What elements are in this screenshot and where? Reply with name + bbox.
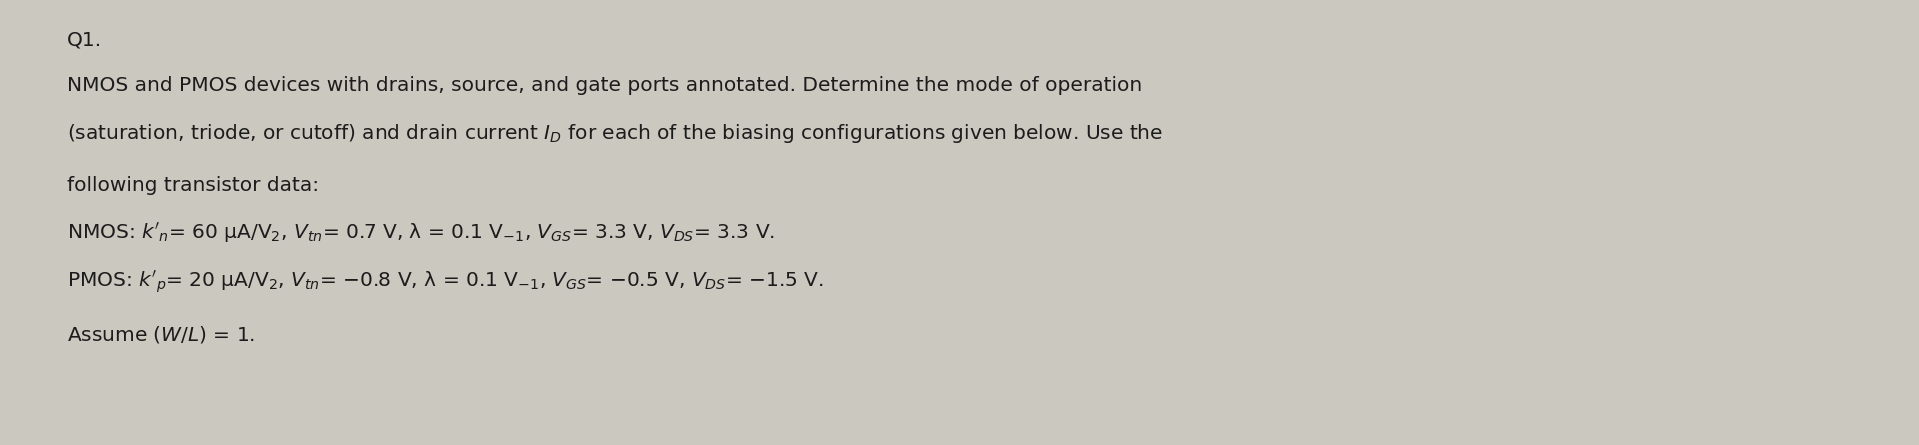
Text: (saturation, triode, or cutoff) and drain current $I_D$ for each of the biasing : (saturation, triode, or cutoff) and drai… bbox=[67, 122, 1163, 145]
Text: following transistor data:: following transistor data: bbox=[67, 176, 319, 195]
Text: Q1.: Q1. bbox=[67, 31, 102, 50]
Text: NMOS and PMOS devices with drains, source, and gate ports annotated. Determine t: NMOS and PMOS devices with drains, sourc… bbox=[67, 76, 1142, 95]
Text: PMOS: $k'_p$= 20 μA/V$_2$, $V_{tn}$= −0.8 V, λ = 0.1 V$_{-1}$, $V_{GS}$= −0.5 V,: PMOS: $k'_p$= 20 μA/V$_2$, $V_{tn}$= −0.… bbox=[67, 268, 823, 295]
Text: Assume $(W/L)$ = 1.: Assume $(W/L)$ = 1. bbox=[67, 324, 255, 345]
Text: NMOS: $k'_n$= 60 μA/V$_2$, $V_{tn}$= 0.7 V, λ = 0.1 V$_{-1}$, $V_{GS}$= 3.3 V, $: NMOS: $k'_n$= 60 μA/V$_2$, $V_{tn}$= 0.7… bbox=[67, 221, 775, 245]
